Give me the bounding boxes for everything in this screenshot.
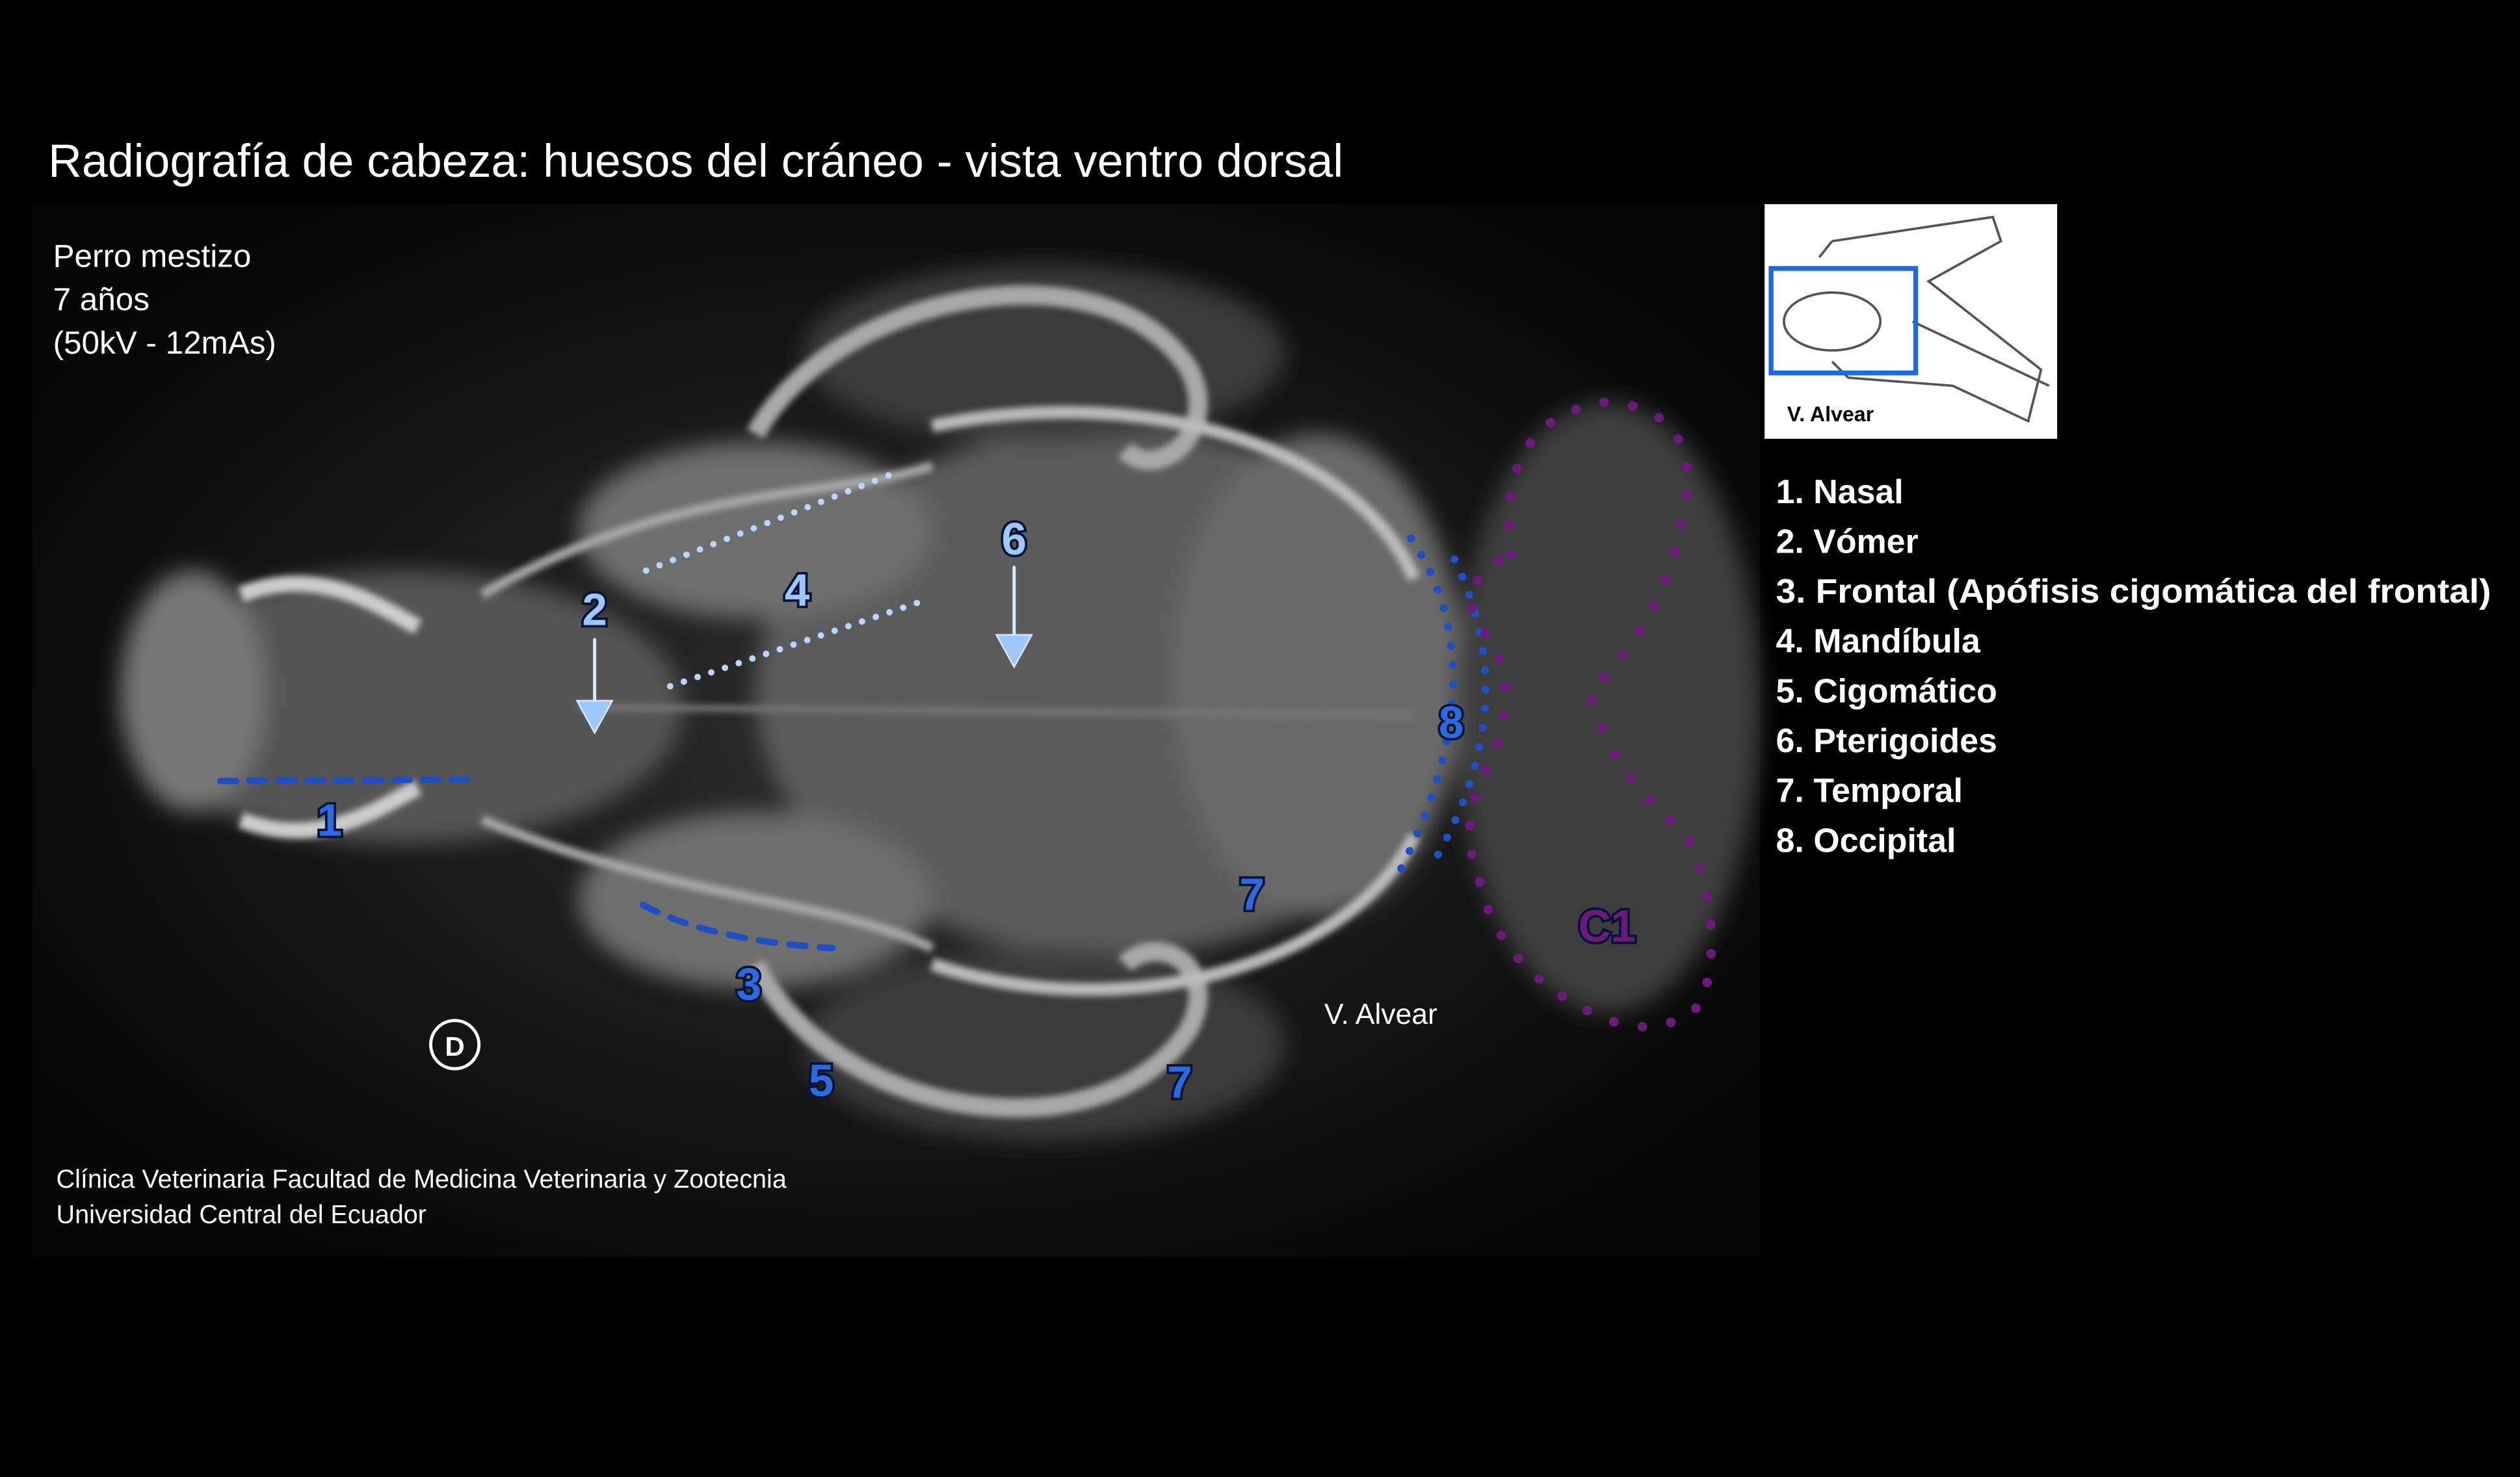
patient-line: Perro mestizo [53,238,252,274]
credit: Clínica Veterinaria Facultad de Medicina… [57,1165,787,1229]
legend-item: 7. Temporal [1776,772,1962,810]
credit-line: Universidad Central del Ecuador [57,1200,427,1229]
legend-item: 8. Occipital [1776,822,1956,859]
watermark: V. Alvear [1324,999,1437,1030]
legend-item: 4. Mandíbula [1776,623,1980,660]
marker: 8 [1439,697,1464,748]
marker: 7 [1239,869,1265,919]
legend-item: 6. Pterigoides [1776,722,1997,760]
marker: 3 [737,959,762,1010]
patient-info: Perro mestizo 7 años (50kV - 12mAs) [53,238,276,360]
legend-item: 5. Cigomático [1776,672,1997,710]
credit-line: Clínica Veterinaria Facultad de Medicina… [57,1165,787,1194]
patient-line: (50kV - 12mAs) [53,325,276,361]
marker: 5 [809,1055,834,1106]
thumbnail: V. Alvear [1765,204,2058,439]
patient-line: 7 años [53,281,150,317]
legend: 1. Nasal 2. Vómer 3. Frontal (Apófisis c… [1776,473,2491,859]
markers: 1 2 3 4 5 6 7 7 8 C1 D [315,511,1638,1110]
marker: C1 [1579,901,1636,952]
marker: D [445,1031,464,1062]
thumbnail-label: V. Alvear [1787,402,1874,426]
marker: 6 [1002,514,1027,564]
legend-item: 3. Frontal (Apófisis cigomática del fron… [1776,573,2491,610]
marker: 2 [582,584,607,635]
marker: 4 [785,565,810,616]
legend-item: 2. Vómer [1776,523,1918,560]
annotation-lines [217,397,1716,1071]
radiograph [32,204,1760,1257]
marker: 1 [317,795,341,846]
legend-item: 1. Nasal [1776,473,1903,511]
marker: 7 [1167,1056,1192,1107]
title: Radiografía de cabeza: huesos del cráneo… [48,135,1343,187]
